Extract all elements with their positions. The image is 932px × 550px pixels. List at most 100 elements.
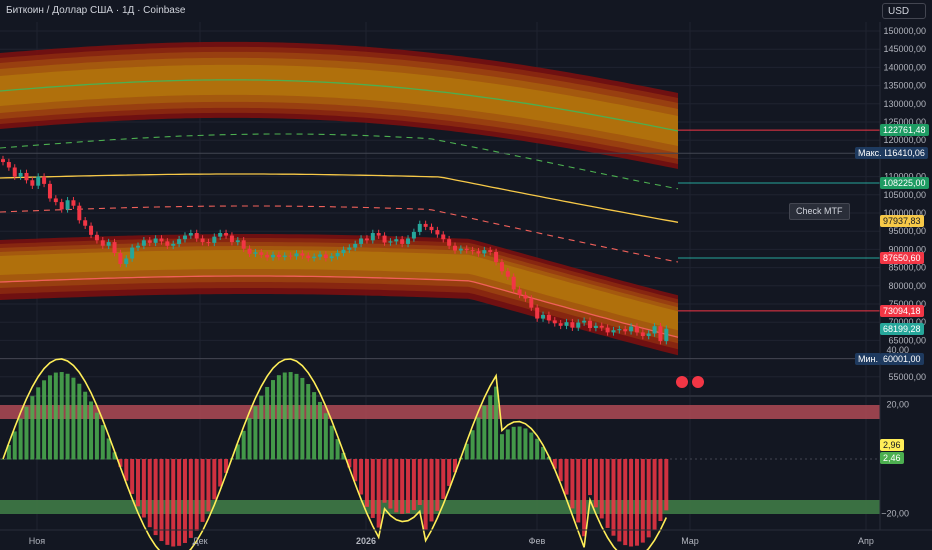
osc-bar [136, 459, 141, 507]
osc-bar [30, 396, 35, 460]
osc-bar [71, 377, 76, 460]
candle-body [317, 254, 322, 257]
osc-bar [253, 406, 258, 460]
osc-bar [617, 459, 622, 542]
osc-bar [558, 459, 563, 482]
price-tick: 135000,00 [883, 81, 926, 91]
candle-body [347, 247, 352, 250]
osc-bar [24, 406, 29, 460]
price-tick: 80000,00 [888, 281, 926, 291]
osc-bar [194, 459, 199, 531]
candle-body [141, 240, 146, 246]
candle-body [65, 200, 70, 210]
osc-bar [47, 375, 52, 460]
candle-body [499, 262, 504, 272]
osc-bar [535, 438, 540, 460]
candle-body [599, 325, 604, 328]
osc-bar [130, 459, 135, 494]
osc-bar [89, 401, 94, 460]
osc-bar [147, 459, 152, 528]
osc-bar [394, 459, 399, 513]
osc-bar [177, 459, 182, 546]
candle-body [112, 242, 117, 254]
osc-bar [165, 459, 170, 545]
candle-body [353, 243, 358, 248]
candle-body [188, 233, 193, 236]
osc-bar [59, 372, 64, 460]
candle-body [182, 235, 187, 240]
osc-bar [499, 434, 504, 460]
osc-bar [482, 405, 487, 460]
candle-body [323, 254, 328, 259]
candle-body [376, 233, 381, 236]
candle-body [124, 258, 129, 264]
osc-bar [364, 459, 369, 507]
candle-body [118, 253, 123, 264]
osc-bar [312, 392, 317, 460]
candle-body [564, 322, 569, 326]
candle-body [247, 248, 252, 254]
osc-bar [265, 386, 270, 460]
candle-body [640, 332, 645, 337]
osc-bar [159, 459, 164, 542]
osc-bar [294, 373, 299, 460]
osc-bar [206, 459, 211, 512]
candle-body [200, 238, 205, 243]
osc-bar [646, 459, 651, 538]
osc-bar [341, 452, 346, 460]
candle-body [411, 231, 416, 239]
time-tick: Ноя [29, 536, 46, 546]
price-tick: 55000,00 [888, 372, 926, 382]
osc-bar [447, 459, 452, 486]
candle-body [341, 249, 346, 254]
osc-bar [171, 459, 176, 547]
candle-body [664, 328, 669, 342]
event-icon [676, 376, 688, 388]
osc-bar [541, 446, 546, 460]
price-tag: 122761,48 [880, 124, 929, 137]
candle-body [593, 325, 598, 329]
candle-body [147, 240, 152, 243]
candle-body [458, 248, 463, 251]
osc-bar [423, 459, 428, 531]
candle-body [570, 322, 575, 328]
oscillator-pane [0, 358, 880, 550]
osc-bar [400, 459, 405, 514]
price-tag: 68199,28 [880, 322, 924, 335]
candle-body [629, 326, 634, 332]
candle-body [47, 183, 52, 199]
price-tick: 125000,00 [883, 117, 926, 127]
price-tick: 140000,00 [883, 62, 926, 72]
candle-body [552, 320, 557, 324]
candle-body [229, 235, 234, 243]
chart-title: Биткоин / Доллар США · 1Д · Coinbase [6, 5, 186, 16]
candle-body [89, 225, 94, 235]
osc-bar [435, 459, 440, 511]
osc-bar [42, 380, 47, 460]
osc-bar [376, 459, 381, 528]
osc-bar [593, 459, 598, 508]
candle-body [535, 307, 540, 319]
price-tag: 108225,00 [880, 177, 929, 190]
currency-selector[interactable]: USD [882, 3, 926, 19]
osc-bar [429, 459, 434, 522]
candle-body [306, 255, 311, 259]
osc-tick: 20,00 [886, 400, 909, 410]
candle-body [100, 240, 105, 246]
candles [1, 155, 669, 345]
osc-bar [382, 459, 387, 503]
osc-bar [317, 401, 322, 460]
osc-bar [65, 373, 70, 460]
osc-line [2, 358, 668, 550]
candle-body [611, 330, 616, 333]
candle-body [83, 220, 88, 226]
candle-body [241, 240, 246, 249]
osc-bar [259, 395, 264, 460]
candle-body [605, 327, 610, 333]
candle-body [646, 333, 651, 337]
check-mtf-label[interactable]: Check MTF [789, 203, 850, 220]
candle-body [505, 271, 510, 277]
candle-body [464, 248, 469, 251]
candle-body [194, 233, 199, 239]
